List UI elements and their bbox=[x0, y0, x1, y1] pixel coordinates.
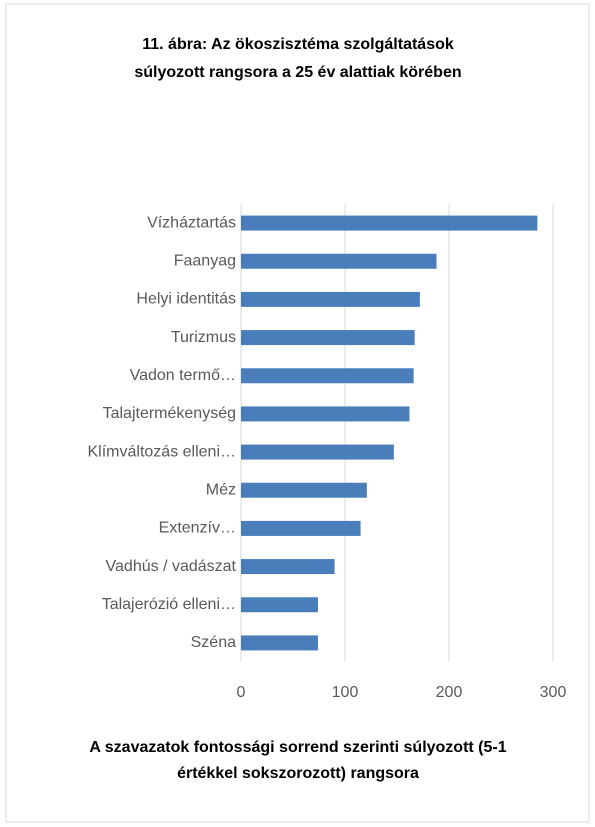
bar bbox=[241, 215, 538, 231]
y-tick-label: Talajerózió elleni… bbox=[102, 596, 236, 613]
bar bbox=[241, 597, 318, 613]
y-tick-label: Talajtermékenység bbox=[103, 405, 236, 422]
x-tick-label: 100 bbox=[332, 684, 359, 701]
bar bbox=[241, 330, 415, 346]
bar bbox=[241, 291, 420, 307]
y-tick-label: Extenzív… bbox=[159, 520, 236, 537]
chart-frame bbox=[5, 3, 590, 823]
y-tick-label: Vadon termő… bbox=[130, 367, 236, 384]
y-tick-label: Méz bbox=[206, 481, 236, 498]
bar bbox=[241, 482, 367, 498]
bar bbox=[241, 635, 318, 651]
y-tick-label: Helyi identitás bbox=[136, 291, 236, 308]
chart-title: 11. ábra: Az ökoszisztéma szolgáltatások bbox=[142, 36, 454, 53]
bar bbox=[241, 559, 335, 575]
y-tick-label: Faanyag bbox=[174, 252, 236, 269]
y-tick-label: Széna bbox=[191, 634, 236, 651]
bar bbox=[241, 520, 361, 536]
chart-subtitle: súlyozott rangsora a 25 év alattiak köré… bbox=[134, 64, 461, 81]
bar bbox=[241, 368, 414, 384]
bar bbox=[241, 253, 437, 269]
bar bbox=[241, 406, 410, 422]
y-tick-label: Vízháztartás bbox=[147, 214, 236, 231]
y-tick-label: Vadhús / vadászat bbox=[106, 558, 237, 575]
bar bbox=[241, 444, 394, 460]
x-axis-title: A szavazatok fontossági sorrend szerinti… bbox=[89, 739, 506, 756]
y-tick-label: Turizmus bbox=[171, 329, 236, 346]
x-tick-label: 300 bbox=[540, 684, 567, 701]
x-tick-label: 0 bbox=[237, 684, 246, 701]
x-axis-title: értékkel sokszorozott) rangsora bbox=[177, 765, 419, 782]
y-tick-label: Klímváltozás elleni… bbox=[88, 443, 237, 460]
x-tick-label: 200 bbox=[436, 684, 463, 701]
